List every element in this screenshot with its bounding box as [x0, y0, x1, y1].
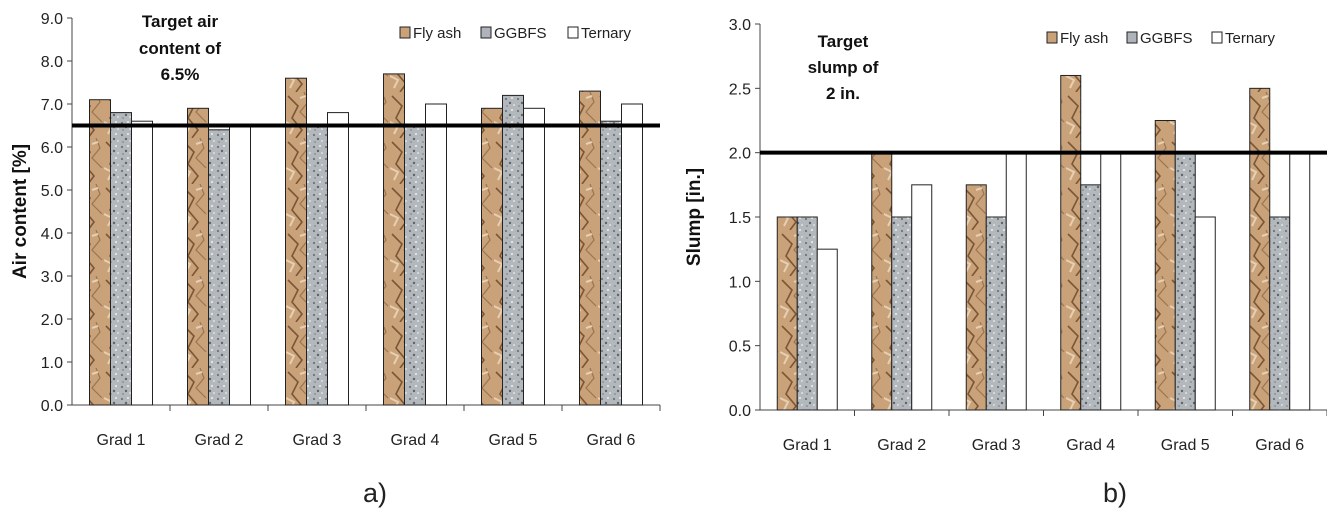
bar-fly-ash	[187, 107, 209, 406]
bar-fly-ash	[89, 99, 111, 406]
y-tick-label: 2.5	[729, 81, 751, 98]
y-tick-label: 9.0	[41, 11, 63, 28]
x-tick-label: Grad 5	[489, 432, 538, 449]
bar-ternary	[1194, 216, 1216, 411]
y-axis-label: Air content [%]	[10, 144, 31, 279]
bar-ggbfs	[1174, 152, 1196, 411]
bar-ggbfs	[1080, 184, 1102, 411]
bar-ternary	[621, 103, 643, 406]
x-tick-label: Grad 3	[293, 432, 342, 449]
y-axis-label: Slump [in.]	[684, 168, 705, 266]
bar-ternary	[131, 120, 153, 406]
x-tick-label: Grad 2	[195, 432, 244, 449]
legend-label-fly-ash: Fly ash	[413, 25, 461, 42]
bar-fly-ash	[1249, 87, 1271, 411]
x-tick-label: Grad 6	[1255, 437, 1304, 454]
y-tick-label: 1.0	[41, 355, 63, 372]
legend-swatch-ggbfs	[480, 26, 492, 39]
bar-fly-ash	[579, 90, 601, 406]
x-tick-label: Grad 5	[1161, 437, 1210, 454]
target-annotation: slump of	[808, 58, 879, 77]
y-tick-label: 0.5	[729, 339, 751, 356]
bar-ggbfs	[985, 216, 1007, 411]
legend-label-ternary: Ternary	[581, 25, 632, 42]
bar-ggbfs	[208, 129, 230, 406]
legend-label-ternary: Ternary	[1225, 30, 1276, 47]
bar-ggbfs	[600, 120, 622, 406]
y-tick-label: 2.0	[729, 146, 751, 163]
bar-ternary	[425, 103, 447, 406]
chart-b: 0.0 0.5 1.0 1.5 2.0 2.5 3.0 Grad 1 Grad 2 Grad 3 G…	[684, 17, 1327, 508]
target-annotation: 6.5%	[161, 65, 200, 84]
y-tick-label: 3.0	[41, 269, 63, 286]
bar-ggbfs	[1269, 216, 1291, 411]
x-tick-label: Grad 6	[587, 432, 636, 449]
legend-swatch-ternary	[567, 26, 579, 39]
x-tick-label: Grad 4	[1066, 437, 1115, 454]
legend-label-ggbfs: GGBFS	[1140, 30, 1193, 47]
bar-ggbfs	[796, 216, 818, 411]
bar-ternary	[911, 184, 933, 411]
bar-ggbfs	[502, 94, 524, 406]
legend-swatch-fly-ash	[399, 26, 411, 39]
y-tick-label: 7.0	[41, 97, 63, 114]
x-tick-label: Grad 1	[97, 432, 146, 449]
bar-ggbfs	[306, 125, 328, 406]
y-tick-label: 3.0	[729, 17, 751, 34]
bar-fly-ash	[871, 152, 893, 411]
bar-ternary	[816, 248, 838, 411]
legend-label-fly-ash: Fly ash	[1060, 30, 1108, 47]
panel-caption: a)	[363, 478, 387, 508]
target-annotation: 2 in.	[826, 84, 860, 103]
y-tick-label: 4.0	[41, 226, 63, 243]
y-tick-label: 8.0	[41, 54, 63, 71]
y-tick-label: 1.0	[729, 274, 751, 291]
bar-ternary	[229, 125, 251, 406]
bar-fly-ash	[1060, 74, 1082, 411]
target-annotation: content of	[139, 39, 221, 58]
x-tick-label: Grad 4	[391, 432, 440, 449]
legend-swatch-ggbfs	[1126, 31, 1138, 44]
x-tick-label: Grad 3	[972, 437, 1021, 454]
target-annotation: Target air	[142, 12, 219, 31]
x-tick-label: Grad 2	[877, 437, 926, 454]
bar-ggbfs	[404, 125, 426, 406]
legend-swatch-ternary	[1211, 31, 1223, 44]
y-tick-label: 0.0	[729, 403, 751, 420]
bar-ternary	[1100, 152, 1122, 411]
y-tick-label: 1.5	[729, 210, 751, 227]
bar-fly-ash	[481, 107, 503, 406]
chart-a: 0.0 1.0 2.0 3.0 4.0 5.0 6.0 7.0 8.0 9.0 Grad 1 Grad…	[10, 11, 661, 508]
y-tick-label: 0.0	[41, 398, 63, 415]
bar-ggbfs	[891, 216, 913, 411]
y-tick-label: 2.0	[41, 312, 63, 329]
y-tick-label: 6.0	[41, 140, 63, 157]
legend-label-ggbfs: GGBFS	[494, 25, 547, 42]
bar-ggbfs	[110, 112, 132, 406]
panel-caption: b)	[1103, 478, 1127, 508]
bar-ternary	[1005, 152, 1027, 411]
bar-fly-ash	[1154, 120, 1176, 411]
y-tick-label: 5.0	[41, 183, 63, 200]
bar-fly-ash	[776, 216, 798, 411]
bar-ternary	[1289, 152, 1311, 411]
bar-ternary	[523, 107, 545, 406]
bar-fly-ash	[965, 184, 987, 411]
legend-swatch-fly-ash	[1046, 31, 1058, 44]
x-tick-label: Grad 1	[783, 437, 832, 454]
bar-ternary	[327, 112, 349, 406]
target-annotation: Target	[818, 32, 869, 51]
